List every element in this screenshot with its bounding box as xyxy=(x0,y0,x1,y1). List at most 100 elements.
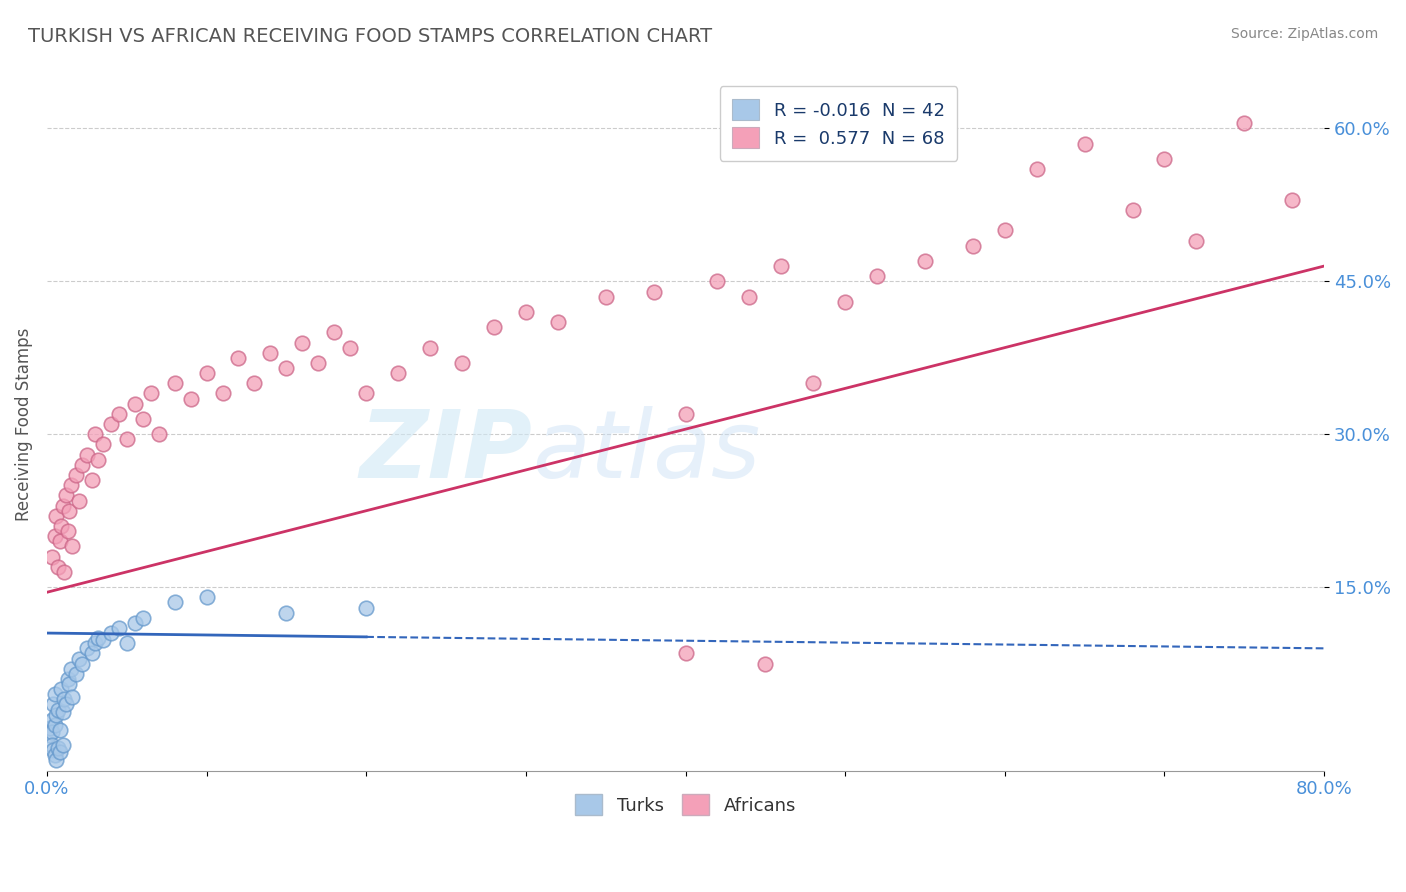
Point xyxy=(59,478,82,492)
Point xyxy=(76,448,98,462)
Point xyxy=(41,738,63,752)
Text: TURKISH VS AFRICAN RECEIVING FOOD STAMPS CORRELATION CHART: TURKISH VS AFRICAN RECEIVING FOOD STAMPS… xyxy=(28,27,713,45)
Text: ZIP: ZIP xyxy=(360,406,533,498)
Point xyxy=(276,361,298,376)
Point xyxy=(211,386,233,401)
Point xyxy=(67,651,90,665)
Point xyxy=(595,290,617,304)
Point xyxy=(962,238,984,252)
Point xyxy=(87,631,110,645)
Point xyxy=(44,529,66,543)
Point xyxy=(100,417,122,431)
Point xyxy=(323,326,346,340)
Point xyxy=(76,641,98,656)
Point xyxy=(195,591,218,605)
Point xyxy=(91,437,114,451)
Point xyxy=(339,341,361,355)
Point xyxy=(1185,234,1208,248)
Point xyxy=(107,407,129,421)
Point xyxy=(44,748,66,763)
Point xyxy=(83,636,105,650)
Point xyxy=(770,259,793,273)
Text: Source: ZipAtlas.com: Source: ZipAtlas.com xyxy=(1230,27,1378,41)
Point xyxy=(52,499,75,513)
Point xyxy=(45,508,67,523)
Point xyxy=(387,366,409,380)
Point xyxy=(55,698,77,712)
Point xyxy=(41,725,63,739)
Point xyxy=(48,745,70,759)
Point xyxy=(115,433,138,447)
Point xyxy=(307,356,329,370)
Point xyxy=(228,351,250,365)
Point xyxy=(675,407,697,421)
Point xyxy=(163,376,186,391)
Point xyxy=(354,600,377,615)
Point xyxy=(100,626,122,640)
Point xyxy=(62,690,84,705)
Point xyxy=(56,524,79,538)
Point xyxy=(39,721,62,735)
Point xyxy=(48,534,70,549)
Point xyxy=(38,728,60,742)
Point xyxy=(515,305,537,319)
Point xyxy=(754,657,776,671)
Point xyxy=(139,386,162,401)
Point xyxy=(131,611,153,625)
Point xyxy=(1153,152,1175,166)
Point xyxy=(643,285,665,299)
Point xyxy=(163,595,186,609)
Point xyxy=(59,662,82,676)
Point xyxy=(276,606,298,620)
Point xyxy=(42,743,65,757)
Point xyxy=(259,345,281,359)
Point xyxy=(243,376,266,391)
Point xyxy=(46,741,69,756)
Point xyxy=(44,718,66,732)
Point xyxy=(62,540,84,554)
Point xyxy=(67,493,90,508)
Point xyxy=(834,294,856,309)
Point xyxy=(58,677,80,691)
Point xyxy=(1281,193,1303,207)
Point xyxy=(53,565,76,579)
Point xyxy=(70,458,93,472)
Point xyxy=(354,386,377,401)
Point xyxy=(80,647,103,661)
Point xyxy=(482,320,505,334)
Point xyxy=(1025,162,1047,177)
Point xyxy=(46,559,69,574)
Point xyxy=(994,223,1017,237)
Point xyxy=(56,672,79,686)
Point xyxy=(55,488,77,502)
Text: atlas: atlas xyxy=(533,406,761,498)
Point xyxy=(41,713,63,727)
Point xyxy=(195,366,218,380)
Point xyxy=(738,290,761,304)
Point xyxy=(58,504,80,518)
Point xyxy=(148,427,170,442)
Point xyxy=(87,452,110,467)
Point xyxy=(45,707,67,722)
Point xyxy=(65,468,87,483)
Point xyxy=(914,254,936,268)
Point xyxy=(45,754,67,768)
Point xyxy=(866,269,889,284)
Point xyxy=(53,692,76,706)
Point xyxy=(131,412,153,426)
Legend: Turks, Africans: Turks, Africans xyxy=(567,785,804,824)
Point xyxy=(44,687,66,701)
Point xyxy=(52,738,75,752)
Point xyxy=(801,376,824,391)
Point xyxy=(52,705,75,719)
Point xyxy=(48,723,70,737)
Point xyxy=(107,621,129,635)
Point xyxy=(115,636,138,650)
Point xyxy=(42,698,65,712)
Point xyxy=(124,397,146,411)
Point xyxy=(1122,202,1144,217)
Point xyxy=(83,427,105,442)
Point xyxy=(291,335,314,350)
Point xyxy=(180,392,202,406)
Point xyxy=(547,315,569,329)
